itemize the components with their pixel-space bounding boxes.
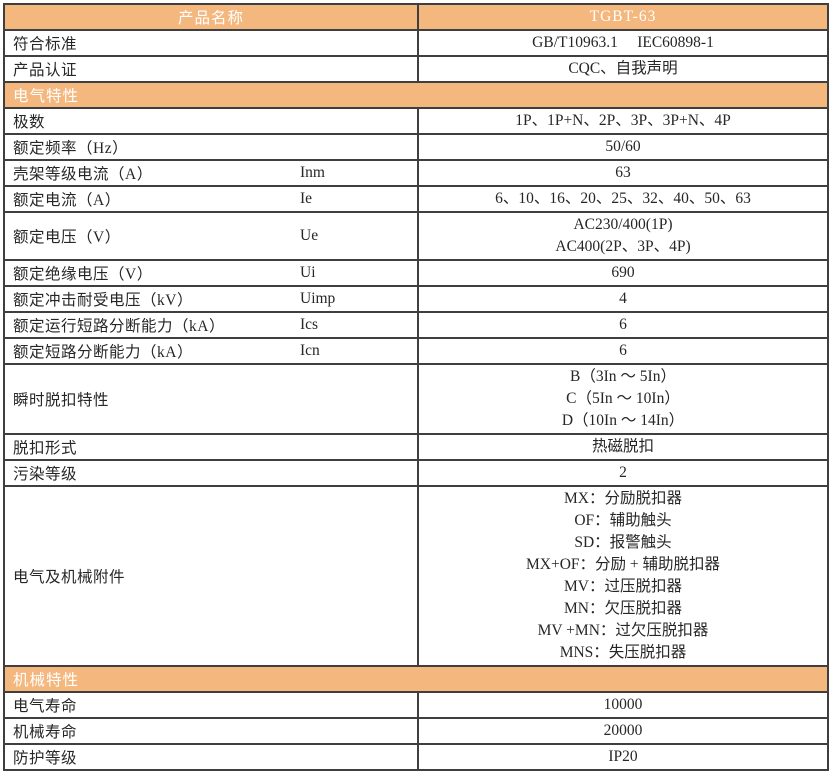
row-label: 额定绝缘电压（V）: [13, 266, 153, 283]
value-line: MNS：失压脱扣器: [559, 644, 687, 661]
row-label: 额定频率（Hz）: [13, 140, 129, 157]
value-line: MV +MN：过欠压脱扣器: [537, 622, 709, 639]
section-title: 机械特性: [3, 665, 829, 693]
value-line: 63: [615, 164, 631, 181]
product-spec-table: 产品名称 TGBT-63 符合标准 GB/T10963.1 IEC60898-1…: [3, 3, 829, 771]
table-row: 壳架等级电流（A） Inm 63: [3, 159, 829, 187]
section-title: 电气特性: [3, 81, 829, 109]
row-symbol: Ie: [300, 190, 313, 207]
table-row: 电气寿命 10000: [3, 691, 829, 719]
row-value: MX：分励脱扣器 OF：辅助触头 SD：报警触头 MX+OF：分励 + 辅助脱扣器 MV…: [417, 485, 829, 667]
table-row: 额定运行短路分断能力（kA） Ics 6: [3, 311, 829, 339]
value-line: CQC、自我声明: [568, 60, 678, 77]
row-value: 热磁脱扣: [417, 433, 829, 461]
table-row: 额定频率（Hz） 50/60: [3, 133, 829, 161]
value-line: 4: [619, 290, 627, 307]
table-row: 污染等级 2: [3, 459, 829, 487]
value-line: 50/60: [605, 138, 641, 155]
row-value: 63: [417, 159, 829, 187]
table-row: 机械寿命 20000: [3, 717, 829, 745]
row-value: 10000: [417, 691, 829, 719]
row-label: 防护等级: [13, 750, 78, 767]
row-symbol: Ue: [300, 227, 319, 244]
value-line: 1P、1P+N、2P、3P、3P+N、4P: [515, 112, 731, 129]
row-value: 6、10、16、20、25、32、40、50、63: [417, 185, 829, 213]
row-symbol: Ui: [300, 264, 316, 281]
table-row: 符合标准 GB/T10963.1 IEC60898-1: [3, 29, 829, 57]
row-value: 1P、1P+N、2P、3P、3P+N、4P: [417, 107, 829, 135]
row-label: 额定短路分断能力（kA）: [13, 344, 193, 361]
value-line: MV：过压脱扣器: [564, 578, 682, 595]
value-line: MN：欠压脱扣器: [564, 600, 682, 617]
value-line: MX：分励脱扣器: [564, 490, 682, 507]
section-header-row: 电气特性: [3, 81, 829, 109]
value-line: OF：辅助触头: [574, 512, 672, 529]
table-row: 瞬时脱扣特性 B（3In ～ 5In） C（5In ～ 10In） D（10In ～…: [3, 363, 829, 435]
table-row: 额定电压（V） Ue AC230/400(1P) AC400(2P、3P、4P): [3, 211, 829, 261]
row-value: 690: [417, 259, 829, 287]
value-line: AC400(2P、3P、4P): [555, 238, 691, 255]
table-row: 电气及机械附件 MX：分励脱扣器 OF：辅助触头 SD：报警触头 MX+OF：分励 +…: [3, 485, 829, 667]
value-line: MX+OF：分励 + 辅助脱扣器: [525, 556, 721, 573]
row-value: CQC、自我声明: [417, 55, 829, 83]
value-line: GB/T10963.1 IEC60898-1: [532, 34, 714, 51]
row-label: 电气寿命: [13, 698, 78, 715]
row-value: 4: [417, 285, 829, 313]
value-line: 6、10、16、20、25、32、40、50、63: [495, 190, 751, 207]
row-symbol: Ics: [300, 316, 319, 333]
row-symbol: Icn: [300, 342, 320, 359]
row-label: 壳架等级电流（A）: [13, 166, 153, 183]
value-line: 20000: [603, 722, 643, 739]
table-row: 防护等级 IP20: [3, 743, 829, 771]
row-label: 污染等级: [13, 466, 78, 483]
value-line: 690: [611, 264, 635, 281]
table-row: 额定绝缘电压（V） Ui 690: [3, 259, 829, 287]
row-label: 电气及机械附件: [13, 569, 126, 586]
row-value: 2: [417, 459, 829, 487]
row-value: B（3In ～ 5In） C（5In ～ 10In） D（10In ～ 14In）: [417, 363, 829, 435]
row-value: 20000: [417, 717, 829, 745]
value-line: IP20: [608, 748, 638, 765]
row-value: 6: [417, 337, 829, 365]
row-label: 额定电流（A）: [13, 192, 121, 209]
value-line: 10000: [603, 696, 643, 713]
row-label: 额定运行短路分断能力（kA）: [13, 318, 225, 335]
value-line: B（3In ～ 5In）: [570, 368, 676, 385]
value-line: 6: [619, 316, 627, 333]
row-label: 机械寿命: [13, 724, 78, 741]
row-value: 6: [417, 311, 829, 339]
value-line: 2: [619, 464, 627, 481]
product-spec-page: 产品名称 TGBT-63 符合标准 GB/T10963.1 IEC60898-1…: [3, 3, 829, 771]
table-title-row: 产品名称 TGBT-63: [3, 3, 829, 31]
table-row: 额定冲击耐受电压（kV） Uimp 4: [3, 285, 829, 313]
row-label: 脱扣形式: [13, 440, 78, 457]
row-label: 极数: [13, 114, 46, 131]
row-label: 额定冲击耐受电压（kV）: [13, 292, 193, 309]
product-name-header: 产品名称: [3, 3, 419, 31]
value-line: D（10In ～ 14In）: [561, 412, 685, 429]
row-label: 瞬时脱扣特性: [13, 392, 110, 409]
product-model-value: TGBT-63: [417, 3, 829, 31]
value-line: SD：报警触头: [574, 534, 672, 551]
row-value: IP20: [417, 743, 829, 771]
row-value: GB/T10963.1 IEC60898-1: [417, 29, 829, 57]
value-line: AC230/400(1P): [573, 216, 673, 233]
table-row: 额定短路分断能力（kA） Icn 6: [3, 337, 829, 365]
row-label: 符合标准: [13, 36, 78, 53]
row-label: 额定电压（V）: [13, 229, 121, 246]
table-row: 额定电流（A） Ie 6、10、16、20、25、32、40、50、63: [3, 185, 829, 213]
value-line: C（5In ～ 10In）: [566, 390, 680, 407]
row-value: 50/60: [417, 133, 829, 161]
value-line: 6: [619, 342, 627, 359]
section-header-row: 机械特性: [3, 665, 829, 693]
row-symbol: Uimp: [300, 290, 336, 307]
row-symbol: Inm: [300, 164, 325, 181]
row-value: AC230/400(1P) AC400(2P、3P、4P): [417, 211, 829, 261]
table-row: 脱扣形式 热磁脱扣: [3, 433, 829, 461]
row-label: 产品认证: [13, 62, 78, 79]
table-row: 产品认证 CQC、自我声明: [3, 55, 829, 83]
table-row: 极数 1P、1P+N、2P、3P、3P+N、4P: [3, 107, 829, 135]
value-line: 热磁脱扣: [591, 438, 654, 455]
